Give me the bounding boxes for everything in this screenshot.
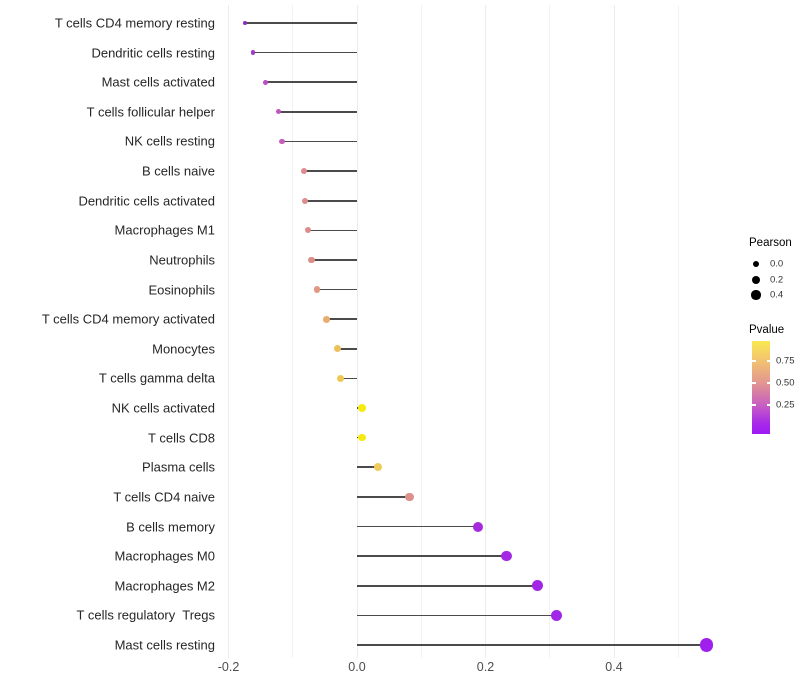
legend-pearson-value-label: 0.0 [770,258,784,270]
legend-pearson-value-label: 0.4 [770,289,784,301]
legend-pvalue-tick-label: 0.75 [776,355,795,367]
data-point [313,286,321,293]
gridline [228,5,229,658]
data-point [550,609,562,622]
x-axis-tick-label: 0.2 [476,660,495,674]
lollipop-stem [326,318,357,320]
legend-pearson-dot [752,260,760,268]
lollipop-stem [311,259,357,261]
lollipop-stem [281,140,357,143]
gridline [613,5,615,658]
y-axis-label: Plasma cells [142,459,215,475]
gridline [485,5,486,658]
lollipop-stem [337,348,357,350]
y-axis-label: T cells follicular helper [86,104,215,120]
data-point [473,521,484,532]
legend-pvalue-tick-label: 0.50 [776,377,795,389]
y-axis-label: T cells CD4 memory activated [41,311,215,327]
legend-pearson-dot [751,290,761,300]
data-point [279,138,285,145]
y-axis-label: Macrophages M1 [114,222,215,238]
colorbar-tick-mark [766,360,770,362]
legend-pvalue-tick-label: 0.25 [776,399,795,411]
lollipop-stem [357,614,557,617]
lollipop-stem [317,288,357,291]
colorbar-tick-mark [752,382,756,384]
data-point [305,227,312,234]
lollipop-stem [357,584,538,587]
data-point [275,109,282,115]
data-point [358,404,366,412]
y-axis-label: T cells CD4 naive [113,489,215,505]
data-point [405,492,415,502]
data-point [262,79,268,85]
x-axis-tick-label: 0.4 [605,660,623,674]
y-axis-label: Eosinophils [148,282,216,298]
lollipop-stem [308,229,357,232]
gridline [549,5,551,658]
y-axis-label: B cells naive [142,163,215,179]
lollipop-stem [357,525,479,528]
lollipop-stem [265,81,357,84]
lollipop-stem [252,51,357,54]
gridline [356,5,358,658]
data-point [358,433,366,442]
y-axis-label: Mast cells activated [101,74,215,90]
y-axis-label: T cells CD8 [148,430,215,446]
data-point [374,463,383,472]
y-axis-label: Dendritic cells activated [78,193,215,209]
y-axis-label: Mast cells resting [114,637,215,653]
x-axis-tick-label: -0.2 [217,660,240,674]
colorbar-tick-mark [752,360,756,362]
data-point [323,315,331,323]
data-point [301,197,309,204]
colorbar-tick-mark [752,404,756,406]
x-axis-tick-label: 0.0 [348,660,366,674]
legend-pearson-title: Pearson [749,237,792,249]
lollipop-stem [304,199,357,202]
y-axis-label: T cells CD4 memory resting [54,15,215,31]
y-axis-label: NK cells resting [124,133,215,149]
lollipop-stem [357,644,707,646]
y-axis-label: NK cells activated [111,400,215,416]
pvalue-colorbar [752,341,770,434]
y-axis-label: Neutrophils [149,252,215,268]
lollipop-stem [357,496,410,498]
lollipop-stem [304,170,357,172]
y-axis-label: Macrophages M2 [114,578,215,594]
y-axis-label: T cells gamma delta [98,370,215,386]
gridline [677,5,679,658]
data-point [243,21,248,25]
data-point [250,50,256,55]
lollipop-stem [278,111,357,113]
data-point [308,256,315,264]
legend-pearson-value-label: 0.2 [770,273,784,285]
y-axis-label: Monocytes [152,341,215,357]
colorbar-tick-mark [766,404,770,406]
data-point [699,638,714,652]
y-axis-label: Dendritic cells resting [91,45,215,61]
gridline [292,5,294,658]
legend-pearson-dot [752,275,760,284]
lollipop-stem [245,22,357,24]
colorbar-tick-mark [766,382,770,384]
lollipop-stem [357,555,507,557]
y-axis-label: Macrophages M0 [114,548,215,564]
lollipop-stem [357,466,379,469]
y-axis-label: B cells memory [126,519,215,535]
data-point [301,168,308,175]
gridline [420,5,422,658]
data-point [337,374,345,382]
data-point [501,550,512,562]
lollipop-stem [340,377,357,380]
legend-pvalue-title: Pvalue [749,324,785,336]
y-axis-label: T cells regulatory Tregs [76,607,215,623]
data-point [532,580,544,592]
data-point [333,345,341,353]
